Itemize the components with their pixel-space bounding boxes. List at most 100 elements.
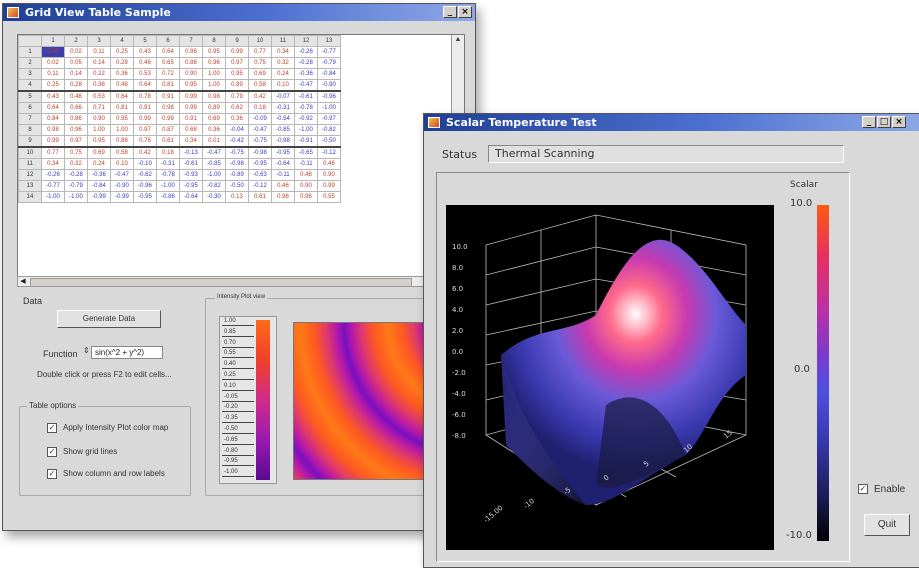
grid-cell[interactable]: -0.61 [294, 90, 318, 103]
grid-cell[interactable]: 0.61 [156, 135, 180, 148]
enable-checkbox[interactable]: ✓ Enable [858, 484, 905, 495]
column-header[interactable]: 2 [64, 35, 88, 47]
grid-cell[interactable]: -1.00 [317, 102, 341, 114]
close-icon[interactable]: × [892, 116, 906, 128]
grid-cell[interactable]: 0.48 [110, 79, 134, 92]
grid-cell[interactable]: -0.95 [179, 180, 203, 192]
grid-cell[interactable]: -0.84 [317, 68, 341, 80]
generate-data-button[interactable]: Generate Data [57, 310, 161, 328]
grid-view-title-bar[interactable]: Grid View Table Sample _ × [3, 4, 475, 21]
grid-cell[interactable]: 0.99 [133, 113, 157, 125]
grid-cell[interactable]: -0.75 [248, 135, 272, 148]
scroll-up-icon[interactable]: ▲ [454, 36, 462, 43]
grid-cell[interactable]: -0.42 [225, 135, 249, 148]
grid-cell[interactable]: -0.92 [294, 113, 318, 125]
grid-cell[interactable]: -1.00 [294, 124, 318, 136]
grid-cell[interactable]: 0.69 [87, 146, 111, 159]
row-header[interactable]: 4 [18, 79, 42, 92]
function-spinner-icon[interactable]: ⇕ [83, 346, 90, 355]
grid-cell[interactable]: -0.95 [133, 191, 157, 203]
grid-cell[interactable]: -0.31 [271, 102, 295, 114]
grid-cell[interactable]: 0.97 [64, 135, 88, 148]
grid-cell[interactable]: -0.78 [294, 102, 318, 114]
grid-cell[interactable]: 0.90 [294, 180, 318, 192]
grid-cell[interactable]: 0.96 [202, 57, 226, 69]
grid-cell[interactable]: -0.61 [179, 158, 203, 170]
column-header[interactable]: 5 [133, 35, 157, 47]
data-grid[interactable]: 1 2 3 4 5 6 7 8 9 10 11 12 13 1 0.00 0.02 0.11 0.25 0.43 0.… [17, 34, 465, 278]
column-header[interactable]: 3 [87, 35, 111, 47]
grid-cell[interactable]: -0.65 [294, 146, 318, 159]
grid-cell[interactable]: 0.05 [64, 57, 88, 69]
grid-cell[interactable]: 0.53 [133, 68, 157, 80]
grid-cell[interactable]: -0.28 [294, 57, 318, 69]
minimize-icon[interactable]: _ [862, 116, 876, 128]
grid-cell[interactable]: -0.04 [225, 124, 249, 136]
grid-cell[interactable]: 0.02 [64, 46, 88, 58]
surface-plot[interactable]: 10.0 8.0 6.0 4.0 2.0 0.0 -2.0 -4.0 -6.0 -8.0 -15.… [446, 205, 774, 550]
column-header[interactable]: 12 [294, 35, 318, 47]
grid-cell[interactable]: 0.97 [225, 57, 249, 69]
grid-cell[interactable]: 0.95 [179, 79, 203, 92]
row-header[interactable]: 10 [18, 146, 42, 159]
grid-cell[interactable]: -0.50 [317, 135, 341, 148]
row-header[interactable]: 5 [18, 90, 42, 103]
grid-cell[interactable]: -0.95 [271, 146, 295, 159]
grid-cell[interactable]: 0.78 [133, 90, 157, 103]
grid-cell[interactable]: 0.25 [41, 79, 65, 92]
grid-cell[interactable]: 0.99 [225, 46, 249, 58]
grid-cell[interactable]: -0.98 [271, 135, 295, 148]
grid-cell[interactable]: 0.24 [271, 68, 295, 80]
grid-cell[interactable]: 0.14 [64, 68, 88, 80]
minimize-icon[interactable]: _ [443, 6, 457, 18]
grid-cell[interactable]: 0.81 [110, 102, 134, 114]
row-header[interactable]: 8 [18, 124, 42, 136]
column-header[interactable]: 13 [317, 35, 341, 47]
grid-cell[interactable]: -0.90 [110, 180, 134, 192]
grid-cell[interactable]: 0.55 [317, 191, 341, 203]
grid-cell[interactable]: 0.91 [179, 113, 203, 125]
grid-cell[interactable]: 0.46 [317, 158, 341, 170]
grid-cell[interactable]: 0.86 [179, 57, 203, 69]
grid-cell[interactable]: 0.13 [225, 191, 249, 203]
grid-horizontal-scrollbar[interactable]: ◀ [17, 276, 463, 287]
grid-cell[interactable]: -0.98 [225, 158, 249, 170]
column-header[interactable]: 10 [248, 35, 272, 47]
grid-cell[interactable]: 0.46 [271, 180, 295, 192]
row-header[interactable]: 3 [18, 68, 42, 80]
grid-cell[interactable]: 1.00 [110, 124, 134, 136]
maximize-icon[interactable]: □ [877, 116, 891, 128]
grid-cell[interactable]: -0.62 [133, 169, 157, 181]
grid-cell[interactable]: 0.81 [156, 79, 180, 92]
grid-cell[interactable]: 0.46 [64, 90, 88, 103]
grid-cell[interactable]: -0.13 [179, 146, 203, 159]
row-header[interactable]: 7 [18, 113, 42, 125]
grid-cell[interactable]: -0.86 [156, 191, 180, 203]
grid-cell[interactable]: -0.64 [271, 158, 295, 170]
apply-color-map-checkbox[interactable]: ✓ Apply Intensity Plot color map [47, 422, 168, 433]
grid-cell[interactable]: -0.99 [110, 191, 134, 203]
grid-cell[interactable]: 0.91 [133, 102, 157, 114]
grid-cell[interactable]: 0.98 [41, 124, 65, 136]
grid-cell[interactable]: 0.43 [133, 46, 157, 58]
grid-cell[interactable]: -0.85 [271, 124, 295, 136]
function-input[interactable]: sin(x^2 + y^2) [91, 346, 163, 359]
grid-cell[interactable]: 0.34 [271, 46, 295, 58]
grid-cell[interactable]: 0.77 [41, 146, 65, 159]
grid-cell[interactable]: -0.95 [248, 158, 272, 170]
grid-cell[interactable]: 0.10 [271, 79, 295, 92]
grid-cell[interactable]: 0.90 [87, 113, 111, 125]
grid-cell[interactable]: 0.96 [64, 124, 88, 136]
grid-cell[interactable]: -0.78 [156, 169, 180, 181]
grid-cell[interactable]: 0.84 [41, 113, 65, 125]
grid-cell[interactable]: 0.98 [156, 102, 180, 114]
grid-cell[interactable]: 0.77 [248, 46, 272, 58]
grid-cell[interactable]: -0.96 [317, 90, 341, 103]
grid-cell[interactable]: -0.28 [64, 169, 88, 181]
grid-cell[interactable]: -1.00 [156, 180, 180, 192]
grid-cell[interactable]: -0.12 [317, 146, 341, 159]
grid-cell[interactable]: -0.75 [225, 146, 249, 159]
grid-cell[interactable]: 0.97 [133, 124, 157, 136]
grid-cell[interactable]: -0.09 [248, 113, 272, 125]
grid-cell[interactable]: 0.90 [179, 68, 203, 80]
